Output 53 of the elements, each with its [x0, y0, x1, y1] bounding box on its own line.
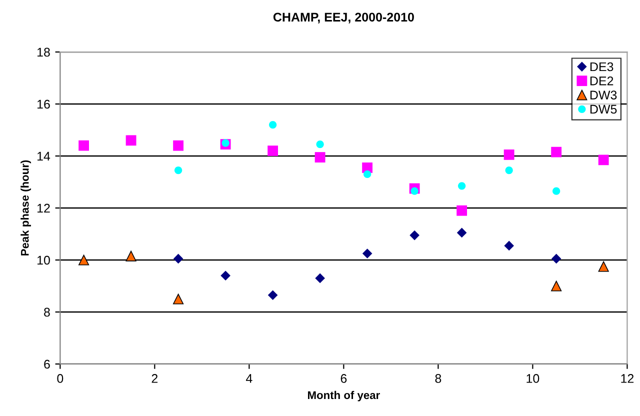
point: [598, 154, 609, 166]
y-tick-label: 14: [37, 152, 50, 161]
point: [551, 254, 562, 264]
point: [222, 139, 230, 147]
x-tick-label: 2: [152, 374, 158, 383]
point: [552, 187, 560, 195]
point: [504, 149, 514, 160]
point: [173, 254, 184, 264]
x-tick-label: 6: [340, 374, 347, 383]
y-tick-label: 16: [37, 100, 50, 109]
point: [410, 187, 418, 195]
point: [362, 248, 372, 258]
point: [363, 170, 372, 178]
point: [410, 230, 420, 240]
legend-label: DW5: [590, 104, 617, 114]
point: [126, 250, 136, 262]
legend-label: DW3: [590, 90, 617, 100]
legend-label: DE2: [590, 76, 614, 86]
point: [174, 166, 182, 174]
point: [551, 146, 562, 158]
chart-title: CHAMP, EEJ, 2000-2010: [273, 12, 414, 24]
point: [268, 120, 277, 129]
point: [268, 146, 278, 156]
point: [173, 140, 184, 151]
point: [220, 270, 230, 281]
point: [505, 166, 513, 174]
point: [173, 294, 184, 304]
y-tick-label: 18: [37, 48, 50, 57]
x-tick-label: 4: [246, 374, 252, 383]
point: [551, 280, 562, 292]
y-tick-label: 12: [37, 204, 50, 213]
point: [78, 140, 89, 151]
point: [78, 254, 90, 266]
y-axis-title: Peak phase (hour): [20, 160, 31, 256]
y-tick-label: 10: [37, 256, 50, 265]
x-tick-label: 0: [57, 374, 64, 383]
point: [456, 228, 467, 238]
point: [316, 140, 324, 148]
x-tick-label: 12: [621, 374, 634, 383]
point: [504, 240, 514, 251]
point: [314, 152, 326, 163]
x-tick-label: 10: [526, 374, 540, 383]
point: [268, 290, 278, 300]
y-tick-label: 8: [44, 308, 50, 317]
legend-label: DE3: [590, 62, 614, 72]
x-tick-label: 8: [435, 374, 442, 383]
point: [456, 205, 468, 216]
point: [126, 135, 136, 146]
y-tick-label: 6: [44, 360, 50, 369]
point: [315, 273, 325, 284]
point: [458, 182, 466, 190]
x-axis-title: Month of year: [308, 390, 380, 402]
point: [598, 261, 609, 272]
